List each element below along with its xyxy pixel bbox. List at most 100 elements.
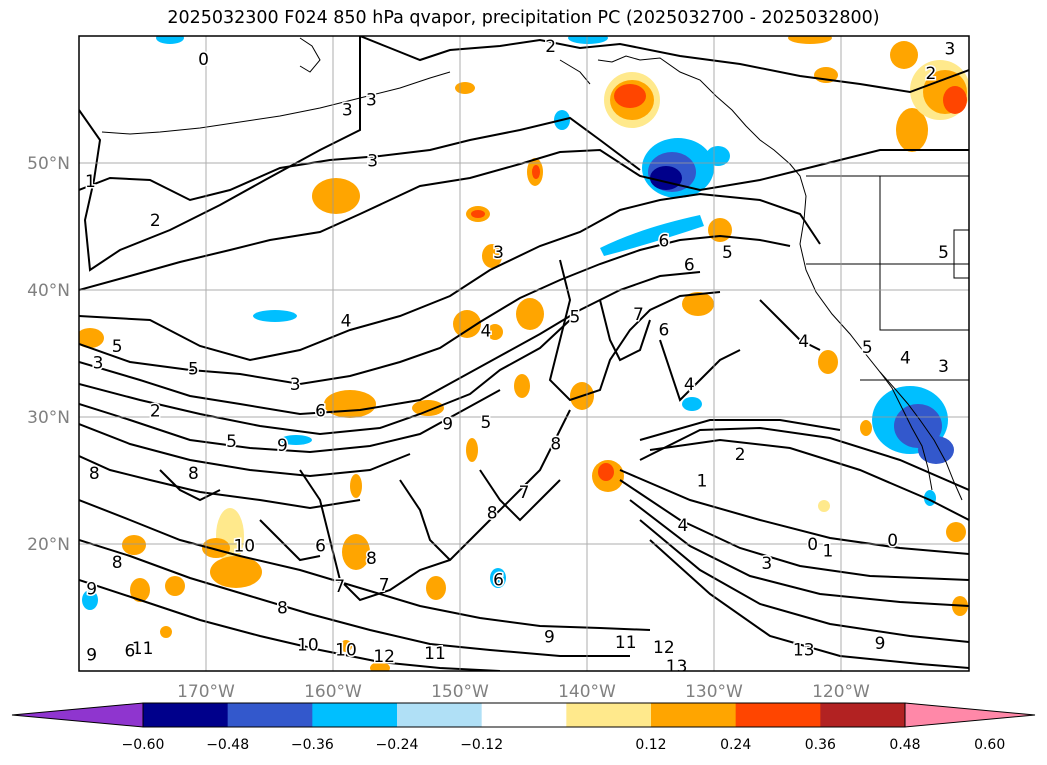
colorbar-segment [312, 703, 398, 727]
contour-label: 7 [519, 483, 530, 503]
contour-label: 11 [424, 644, 446, 664]
contour-label: 2 [545, 37, 556, 57]
colorbar-tick-label: −0.60 [122, 737, 165, 753]
map-frame [78, 35, 970, 672]
contour-label: 5 [480, 413, 491, 433]
contour-label: 6 [124, 642, 135, 662]
contour-label: 1 [697, 472, 708, 492]
colorbar-segment [227, 703, 313, 727]
contour-label: 1 [822, 541, 833, 561]
colorbar-tick-label: −0.48 [206, 737, 249, 753]
contour-label: 5 [862, 338, 873, 358]
contour-label: 2 [925, 64, 936, 84]
lon-label: 160°W [304, 682, 362, 702]
contour-label: 9 [875, 634, 886, 654]
contour-label: 0 [887, 531, 898, 551]
colorbar-segment [397, 703, 483, 727]
contour-label: 3 [945, 40, 956, 60]
contour-label: 2 [150, 402, 161, 422]
colorbar-tick-label: 0.48 [889, 737, 920, 753]
colorbar-segment [481, 703, 567, 727]
contour-label: 10 [297, 635, 319, 655]
contour-label: 9 [86, 645, 97, 665]
contour-label: 6 [684, 256, 695, 276]
contour-label: 4 [798, 332, 809, 352]
colorbar-tick-label: −0.12 [460, 737, 503, 753]
lon-label: 170°W [177, 682, 235, 702]
lat-label: 50°N [27, 154, 70, 174]
colorbar-segment [651, 703, 737, 727]
contour-label: 5 [569, 308, 580, 328]
colorbar-tick-label: −0.36 [291, 737, 334, 753]
colorbar: −0.60 −0.48 −0.36 −0.24 −0.12 0.12 0.24 0.36 0.4… [11, 702, 1036, 753]
contour-label: 1 [85, 172, 96, 192]
contour-label: 11 [132, 639, 154, 659]
colorbar-extend-high [904, 702, 1036, 728]
coastlines [101, 37, 969, 501]
longitude-labels: 170°W 160°W 150°W 140°W 130°W 120°W [177, 682, 870, 702]
contour-label: 12 [373, 647, 395, 667]
contour-label: 4 [341, 311, 352, 331]
contour-label: 8 [366, 549, 377, 569]
contour-label: 8 [112, 553, 123, 573]
colorbar-tick-label: 0.24 [720, 737, 751, 753]
contour-label: 4 [480, 322, 491, 342]
lat-label: 20°N [27, 535, 70, 555]
contour-label: 2 [150, 211, 161, 231]
contour-label: 9 [277, 436, 288, 456]
contour-label: 9 [442, 414, 453, 434]
contour-label: 6 [658, 231, 669, 251]
contour-label: 3 [342, 101, 353, 121]
contour-label: 0 [198, 50, 209, 70]
contour-label: 9 [86, 579, 97, 599]
contour-label: 5 [188, 360, 199, 380]
contour-label: 3 [93, 353, 104, 373]
lon-label: 130°W [685, 682, 743, 702]
contour-label: 7 [334, 577, 345, 597]
latitude-labels: 50°N 40°N 30°N 20°N [27, 154, 70, 555]
contour-label: 0 [807, 535, 818, 555]
contour-label: 2 [735, 445, 746, 465]
contour-label: 7 [633, 305, 644, 325]
contour-label: 3 [938, 357, 949, 377]
contour-label: 13 [793, 640, 815, 660]
colorbar-tick-label: −0.24 [376, 737, 419, 753]
colorbar-tick-label: 0.60 [974, 737, 1005, 753]
lon-label: 140°W [558, 682, 616, 702]
contour-label: 8 [277, 599, 288, 619]
colorbar-segment [820, 703, 906, 727]
lon-label: 150°W [431, 682, 489, 702]
contour-label: 6 [315, 402, 326, 422]
contour-label: 8 [188, 464, 199, 484]
contour-label: 6 [315, 536, 326, 556]
contour-label: 3 [761, 554, 772, 574]
lat-label: 30°N [27, 408, 70, 428]
contour-label: 3 [367, 151, 378, 171]
lat-label: 40°N [27, 281, 70, 301]
qvapor-contours [79, 36, 969, 671]
contour-label: 13 [666, 657, 688, 677]
contour-label: 10 [233, 536, 255, 556]
colorbar-segment [143, 703, 229, 727]
colorbar-extend-low [11, 702, 144, 728]
contour-label: 6 [493, 571, 504, 591]
contour-label: 8 [487, 503, 498, 523]
contour-label: 3 [366, 91, 377, 111]
colorbar-frame [142, 702, 906, 728]
contour-label: 7 [379, 576, 390, 596]
colorbar-tick-label: 0.12 [635, 737, 666, 753]
gridlines [79, 36, 969, 671]
contour-label: 8 [550, 435, 561, 455]
contour-label: 8 [89, 464, 100, 484]
contour-label: 4 [678, 516, 689, 536]
lon-label: 120°W [812, 682, 870, 702]
contour-label: 3 [493, 243, 504, 263]
contour-label: 12 [653, 638, 675, 658]
colorbar-segment [566, 703, 652, 727]
contour-label: 5 [226, 432, 237, 452]
contour-label: 4 [684, 375, 695, 395]
contour-label: 4 [900, 348, 911, 368]
contour-label: 5 [722, 243, 733, 263]
